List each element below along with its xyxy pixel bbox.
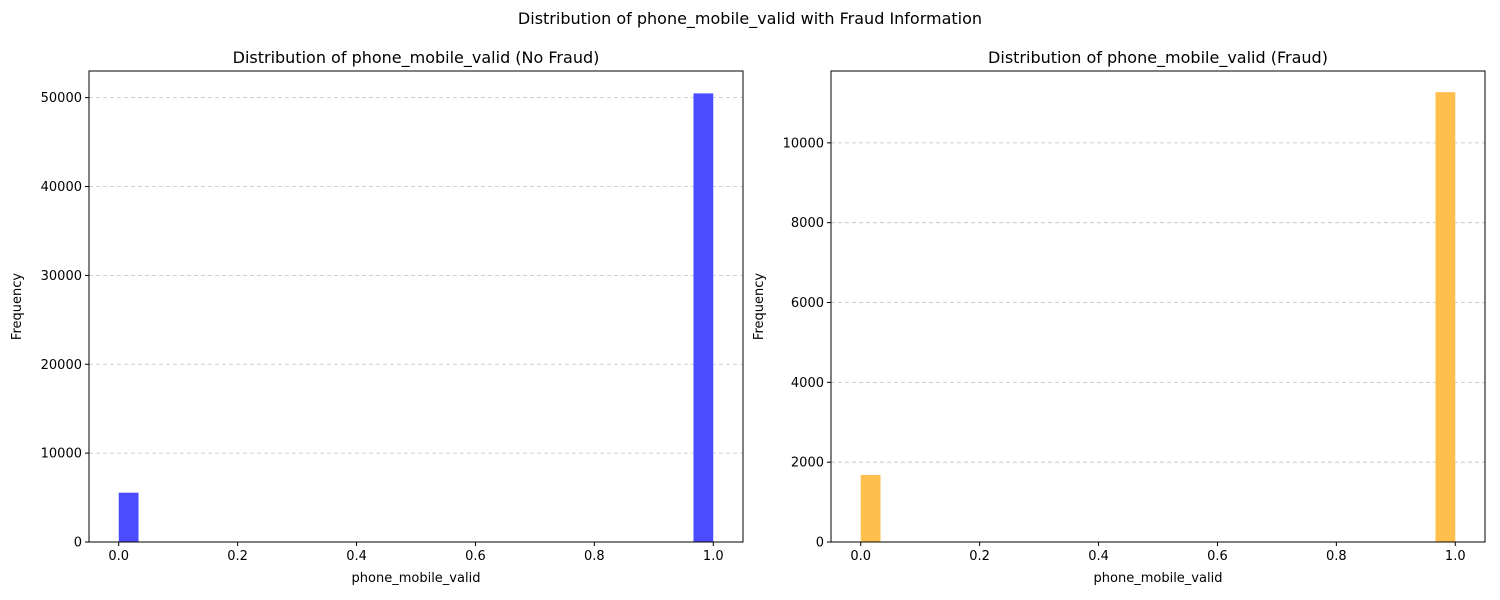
chart-1-x-tick-label: 1.0: [703, 549, 724, 564]
chart-2-y-axis-label: Frequency: [752, 273, 767, 340]
figure-suptitle: Distribution of phone_mobile_valid with …: [517, 9, 983, 28]
chart-1-y-axis-label: Frequency: [10, 273, 25, 340]
chart-1-x-tick-label: 0.8: [584, 549, 605, 564]
chart-2-bar: [860, 474, 881, 542]
chart-1-x-tick-label: 0.4: [346, 549, 367, 564]
chart-2-y-tick-label: 0: [816, 536, 824, 551]
chart-1-y-tick-label: 10000: [41, 447, 82, 462]
chart-2-x-axis-label: phone_mobile_valid: [1094, 571, 1223, 586]
chart-2-x-tick-label: 0.8: [1326, 549, 1347, 564]
chart-1-x-tick-label: 0.6: [465, 549, 486, 564]
chart-1-x-tick-label: 0.2: [227, 549, 248, 564]
chart-2-y-tick-label: 8000: [791, 216, 824, 231]
chart-2-title: Distribution of phone_mobile_valid (Frau…: [988, 48, 1328, 68]
chart-1-y-tick-label: 0: [74, 536, 82, 551]
chart-1-y-tick-label: 50000: [41, 91, 82, 106]
chart-1-bar: [693, 93, 714, 542]
chart-2-y-tick-label: 4000: [791, 376, 824, 391]
chart-2-x-tick-label: 0.6: [1207, 549, 1228, 564]
chart-2-x-tick-label: 0.2: [969, 549, 990, 564]
chart-2-x-tick-label: 1.0: [1445, 549, 1466, 564]
chart-2-y-tick-label: 10000: [783, 136, 824, 151]
chart-1-y-tick-label: 30000: [41, 269, 82, 284]
chart-1-y-tick-label: 20000: [41, 358, 82, 373]
chart-1-bar: [118, 492, 139, 542]
chart-1-title: Distribution of phone_mobile_valid (No F…: [233, 48, 600, 68]
chart-2-x-tick-label: 0.0: [850, 549, 871, 564]
chart-1-y-tick-label: 40000: [41, 180, 82, 195]
chart-1-x-tick-label: 0.0: [108, 549, 129, 564]
chart-2-axes-frame: [830, 70, 1486, 543]
chart-1-x-axis-label: phone_mobile_valid: [352, 571, 481, 586]
chart-1-axes-frame: [88, 70, 744, 543]
chart-2-x-tick-label: 0.4: [1088, 549, 1109, 564]
chart-2-y-tick-label: 6000: [791, 296, 824, 311]
chart-2-bar: [1435, 92, 1456, 542]
chart-2-y-tick-label: 2000: [791, 456, 824, 471]
